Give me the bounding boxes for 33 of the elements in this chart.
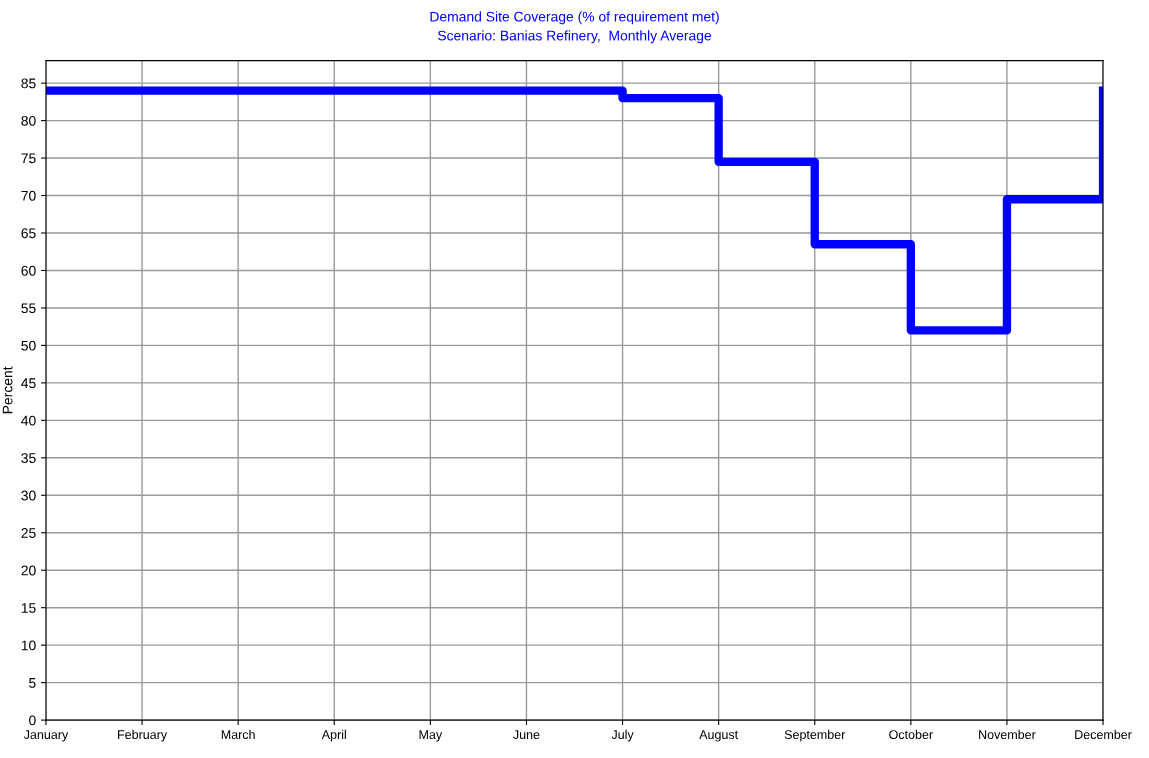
y-tick-label: 60 <box>21 265 36 276</box>
x-tick-label: July <box>611 729 634 742</box>
x-tick-label: September <box>784 729 846 742</box>
y-tick-label: 35 <box>21 453 36 463</box>
y-tick-label: 50 <box>21 340 36 351</box>
y-axis-title: Percent <box>2 366 13 414</box>
y-tick-label: 30 <box>21 490 36 501</box>
x-tick-label: June <box>513 730 540 739</box>
x-tick-label: January <box>23 730 69 742</box>
y-tick-label: 65 <box>21 228 36 239</box>
x-tick-label: May <box>419 730 443 742</box>
y-tick-label: 55 <box>21 303 36 314</box>
y-tick-label: 15 <box>21 603 36 613</box>
y-tick-label: 70 <box>21 190 36 201</box>
chart-subtitle: Scenario: Banias Refinery, Monthly Average <box>437 30 712 44</box>
x-tick-label: December <box>1075 729 1132 739</box>
y-tick-label: 25 <box>21 528 36 538</box>
y-tick-label: 5 <box>29 678 36 688</box>
x-tick-label: March <box>221 729 255 739</box>
x-tick-label: April <box>321 729 346 742</box>
y-tick-label: 75 <box>21 153 36 164</box>
x-tick-label: October <box>889 729 933 739</box>
y-tick-label: 80 <box>21 115 36 126</box>
x-tick-label: August <box>699 730 739 742</box>
y-tick-label: 20 <box>21 565 36 576</box>
chart-title: Demand Site Coverage (% of requirement met) <box>430 11 719 25</box>
y-tick-label: 10 <box>21 640 36 651</box>
x-tick-label: February <box>118 729 168 742</box>
y-tick-label: 45 <box>21 378 36 389</box>
y-tick-label: 40 <box>21 415 36 426</box>
y-tick-label: 0 <box>29 715 36 726</box>
y-tick-label: 85 <box>21 78 36 89</box>
x-tick-label: November <box>979 729 1036 739</box>
